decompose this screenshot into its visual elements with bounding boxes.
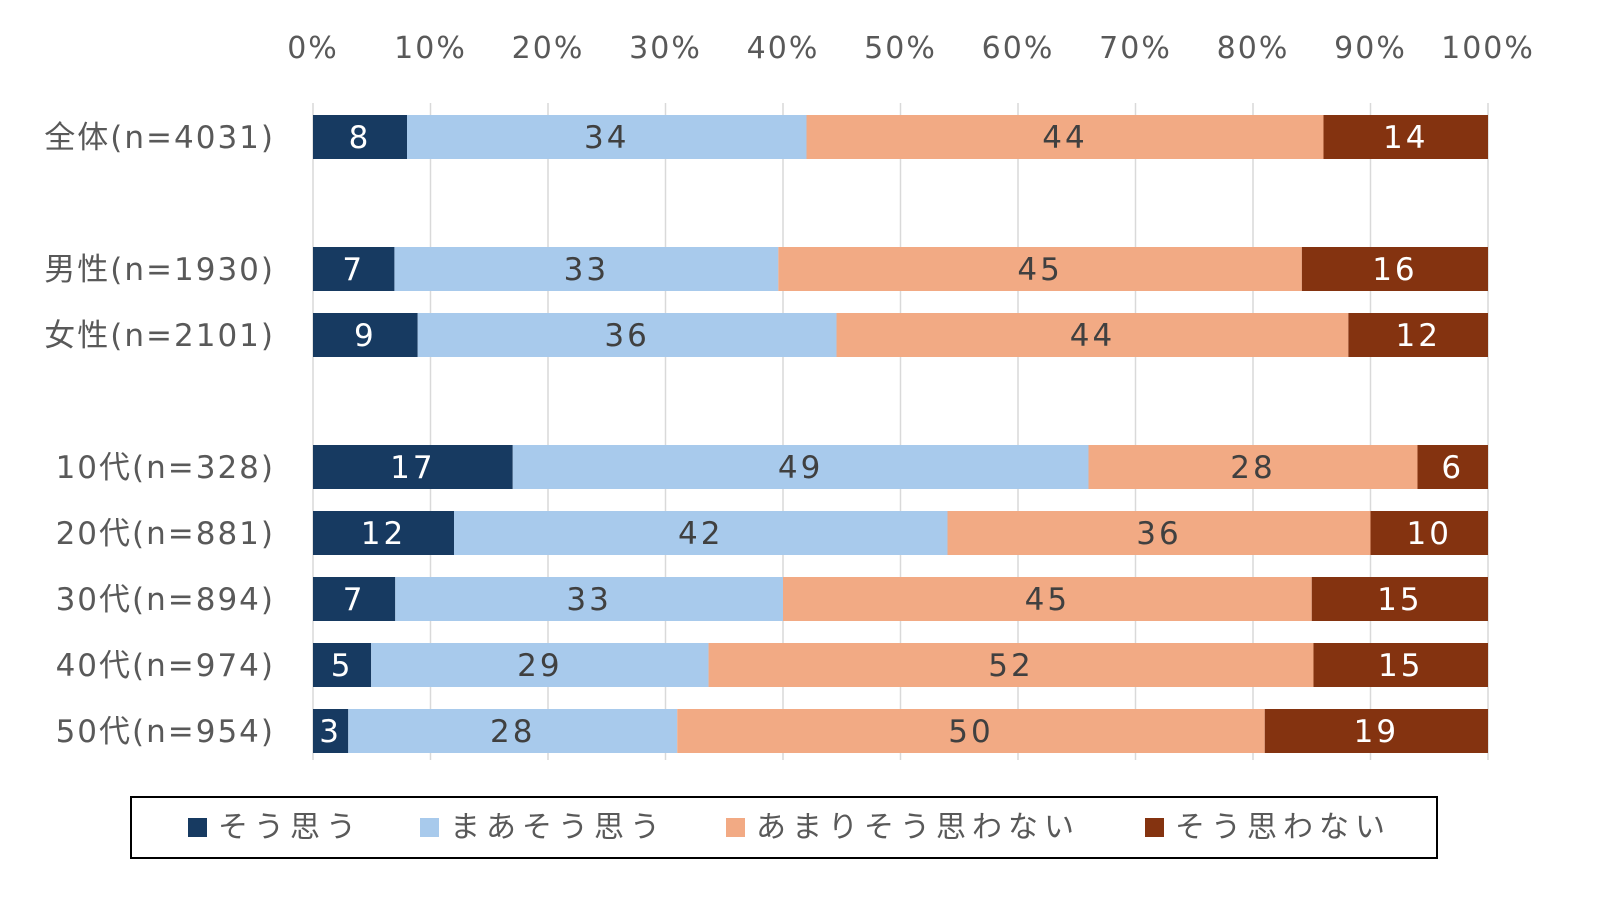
bar-segment bbox=[407, 115, 807, 159]
legend-swatch bbox=[420, 818, 439, 837]
bar-segment bbox=[371, 643, 709, 687]
bar-segment bbox=[313, 247, 395, 291]
data-label: 45 bbox=[1025, 582, 1070, 618]
bar-segment bbox=[778, 247, 1302, 291]
data-label: 33 bbox=[564, 252, 609, 288]
bar-segment bbox=[1323, 115, 1488, 159]
legend-label: まあそう思う bbox=[450, 810, 666, 845]
legend-label: そう思う bbox=[218, 810, 362, 845]
x-axis-ticks: 0% 10% 20% 30% 40% 50% 60% 70% 80% 90% 100% bbox=[287, 31, 1535, 66]
data-label: 5 bbox=[331, 648, 354, 684]
x-tick-label: 10% bbox=[394, 31, 467, 66]
data-label: 34 bbox=[584, 120, 629, 156]
data-label: 15 bbox=[1378, 648, 1423, 684]
data-label: 28 bbox=[490, 714, 535, 750]
category-label: 50代(n=954) bbox=[56, 714, 275, 750]
x-tick-label: 20% bbox=[512, 31, 585, 66]
bar-segment bbox=[1417, 445, 1488, 489]
data-label: 50 bbox=[948, 714, 993, 750]
data-label: 49 bbox=[778, 450, 823, 486]
bar-segment bbox=[348, 709, 678, 753]
bar-segment bbox=[512, 445, 1089, 489]
bar-segment bbox=[806, 115, 1324, 159]
legend-box bbox=[130, 796, 1438, 859]
data-label: 9 bbox=[354, 318, 377, 354]
category-label: 全体(n=4031) bbox=[44, 120, 275, 156]
bars: 8 34 44 14 7 33 45 16 9 36 44 12 17 49 28 6 12 42 36 10 7 33 4… bbox=[313, 115, 1488, 753]
bar-segment bbox=[313, 313, 418, 357]
x-tick-label: 80% bbox=[1217, 31, 1290, 66]
data-label: 36 bbox=[604, 318, 649, 354]
bar-segment bbox=[313, 511, 454, 555]
data-label: 44 bbox=[1070, 318, 1115, 354]
data-label: 19 bbox=[1354, 714, 1399, 750]
x-tick-label: 100% bbox=[1441, 31, 1535, 66]
legend-swatch bbox=[1145, 818, 1164, 837]
data-label: 12 bbox=[361, 516, 406, 552]
data-label: 7 bbox=[342, 252, 365, 288]
category-label: 10代(n=328) bbox=[56, 450, 275, 486]
bar-segment bbox=[1311, 577, 1488, 621]
x-tick-label: 50% bbox=[864, 31, 937, 66]
legend-label: そう思わない bbox=[1175, 810, 1391, 845]
data-label: 44 bbox=[1042, 120, 1087, 156]
data-label: 15 bbox=[1377, 582, 1422, 618]
data-label: 42 bbox=[678, 516, 723, 552]
data-label: 12 bbox=[1395, 318, 1440, 354]
x-tick-label: 0% bbox=[287, 31, 339, 66]
data-label: 3 bbox=[319, 714, 342, 750]
data-label: 52 bbox=[988, 648, 1033, 684]
x-tick-label: 90% bbox=[1334, 31, 1407, 66]
bar-segment bbox=[677, 709, 1265, 753]
category-label: 女性(n=2101) bbox=[44, 318, 275, 354]
bar-segment bbox=[947, 511, 1371, 555]
bar-segment bbox=[1301, 247, 1488, 291]
data-label: 17 bbox=[390, 450, 435, 486]
x-tick-label: 60% bbox=[982, 31, 1055, 66]
category-label: 男性(n=1930) bbox=[44, 252, 275, 288]
data-label: 16 bbox=[1372, 252, 1417, 288]
bar-segment bbox=[313, 709, 349, 753]
bar-segment bbox=[417, 313, 837, 357]
data-label: 28 bbox=[1230, 450, 1275, 486]
category-label: 30代(n=894) bbox=[56, 582, 275, 618]
bar-segment bbox=[313, 643, 372, 687]
bar-segment bbox=[313, 577, 396, 621]
data-label: 7 bbox=[343, 582, 366, 618]
bar-segment bbox=[1313, 643, 1488, 687]
bar-segment bbox=[783, 577, 1312, 621]
data-label: 29 bbox=[517, 648, 562, 684]
legend-swatch bbox=[188, 818, 207, 837]
x-tick-label: 30% bbox=[629, 31, 702, 66]
legend-label: あまりそう思わない bbox=[756, 810, 1080, 845]
bar-segment bbox=[1348, 313, 1488, 357]
bar-segment bbox=[313, 445, 513, 489]
data-label: 33 bbox=[566, 582, 611, 618]
category-label: 40代(n=974) bbox=[56, 648, 275, 684]
bar-segment bbox=[394, 247, 779, 291]
data-label: 45 bbox=[1017, 252, 1062, 288]
data-label: 10 bbox=[1407, 516, 1452, 552]
data-label: 6 bbox=[1441, 450, 1464, 486]
bar-segment bbox=[708, 643, 1314, 687]
data-label: 36 bbox=[1136, 516, 1181, 552]
category-label: 20代(n=881) bbox=[56, 516, 275, 552]
legend: そう思う まあそう思う あまりそう思わない そう思わない bbox=[130, 796, 1438, 859]
y-axis-labels: 全体(n=4031) 男性(n=1930) 女性(n=2101) 10代(n=328)… bbox=[44, 120, 275, 750]
legend-swatch bbox=[726, 818, 745, 837]
bar-segment bbox=[1370, 511, 1488, 555]
bar-segment bbox=[313, 115, 407, 159]
bar-segment bbox=[454, 511, 948, 555]
data-label: 14 bbox=[1383, 120, 1428, 156]
x-tick-label: 40% bbox=[747, 31, 820, 66]
bar-segment bbox=[395, 577, 783, 621]
x-tick-label: 70% bbox=[1099, 31, 1172, 66]
bar-segment bbox=[1264, 709, 1488, 753]
bar-segment bbox=[1088, 445, 1418, 489]
data-label: 8 bbox=[349, 120, 372, 156]
bar-segment bbox=[836, 313, 1349, 357]
